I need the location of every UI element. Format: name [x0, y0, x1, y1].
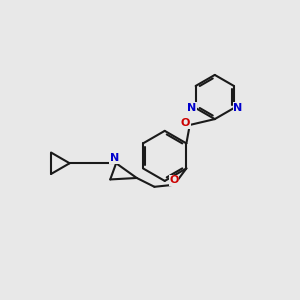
Text: N: N	[110, 153, 119, 163]
Text: O: O	[169, 175, 179, 185]
Text: O: O	[181, 118, 190, 128]
Text: N: N	[187, 103, 196, 113]
Text: N: N	[233, 103, 242, 113]
